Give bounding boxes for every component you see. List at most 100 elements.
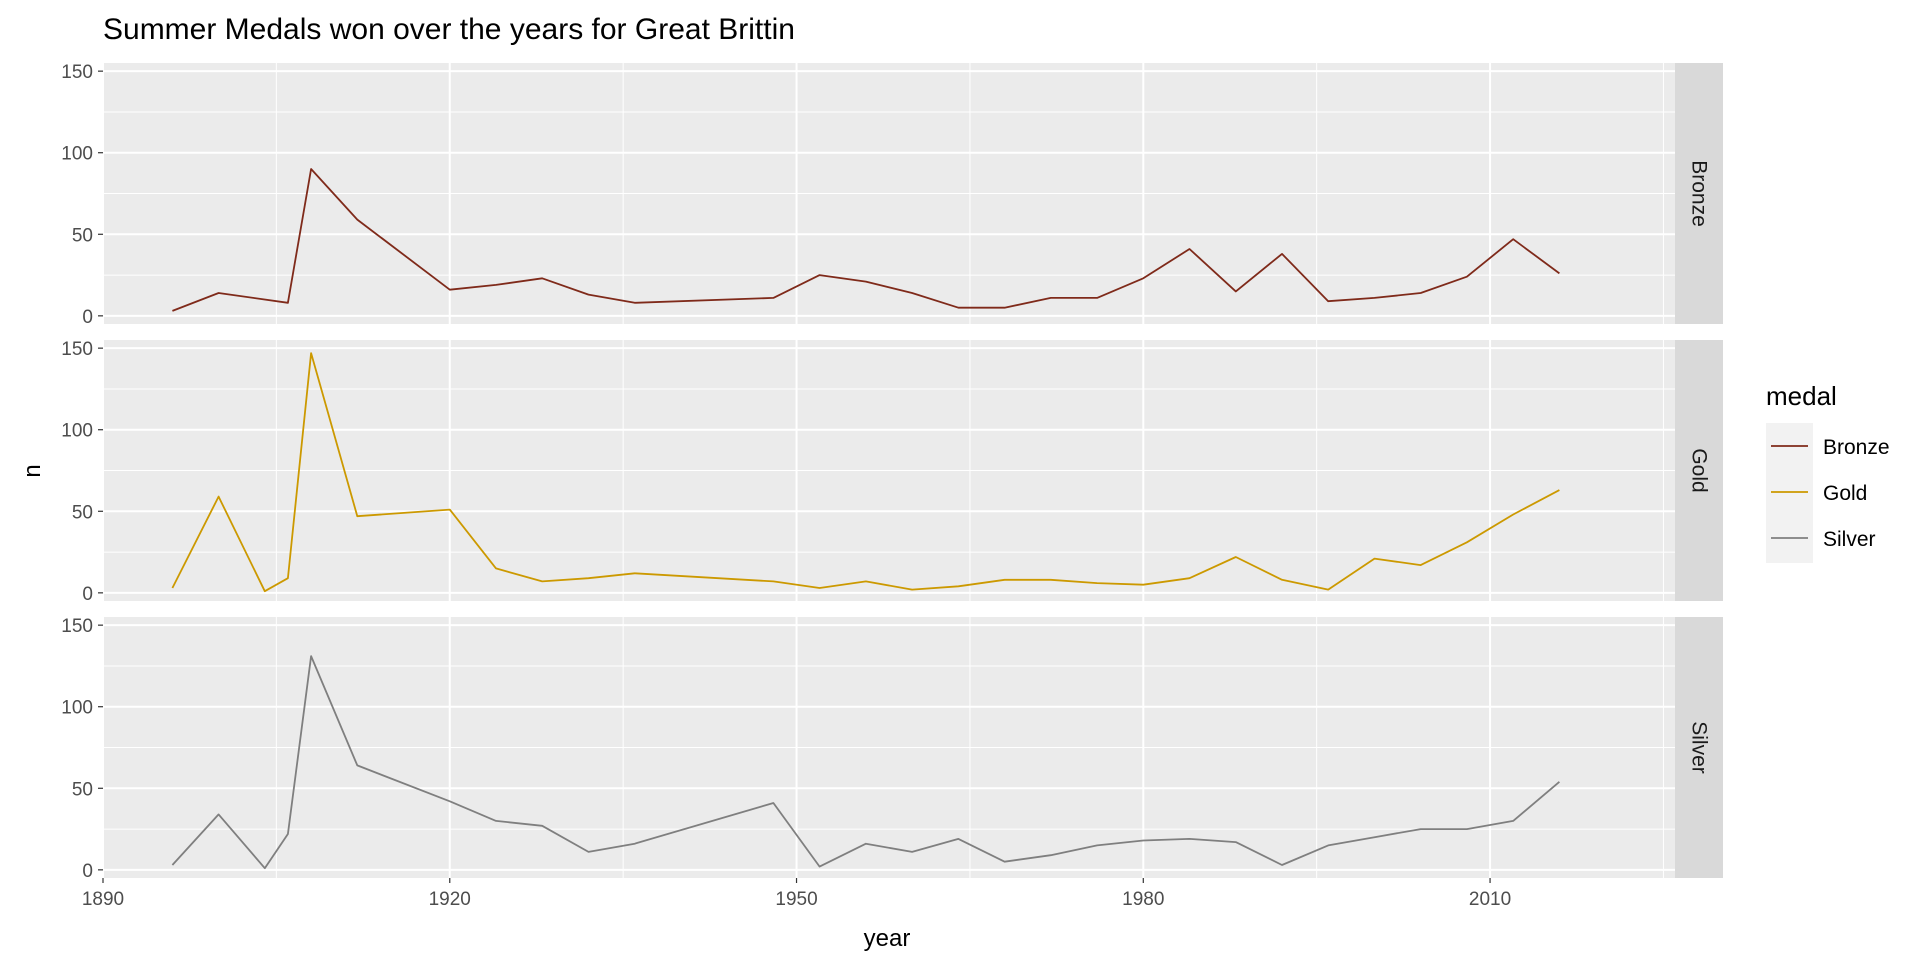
data-point	[1512, 819, 1515, 822]
data-point	[911, 850, 914, 853]
x-axis: 1890 1920 1950 1980 2010	[82, 878, 1511, 910]
facet-strip	[1675, 63, 1723, 324]
data-point	[1465, 828, 1468, 831]
legend-label: Silver	[1823, 528, 1876, 551]
data-point	[217, 292, 220, 295]
data-point	[1373, 557, 1376, 560]
data-point	[818, 865, 821, 868]
data-point	[772, 296, 775, 299]
y-tick-label: 0	[82, 861, 93, 882]
data-point	[1049, 854, 1052, 857]
data-point	[1281, 864, 1284, 867]
x-tick-label: 1920	[429, 889, 471, 910]
data-point	[1373, 296, 1376, 299]
data-point	[1419, 828, 1422, 831]
data-point	[1188, 577, 1191, 580]
data-point	[957, 837, 960, 840]
data-point	[1142, 277, 1145, 280]
series-line-bronze	[172, 168, 1560, 312]
data-point	[772, 802, 775, 805]
data-point	[263, 867, 266, 870]
data-point	[1234, 290, 1237, 293]
data-point	[541, 277, 544, 280]
data-point	[171, 864, 174, 867]
data-point	[1003, 578, 1006, 581]
data-point	[310, 352, 313, 355]
data-point	[1234, 841, 1237, 844]
data-point	[772, 580, 775, 583]
data-point	[541, 824, 544, 827]
data-point	[864, 280, 867, 283]
data-point	[171, 309, 174, 312]
data-point	[957, 585, 960, 588]
data-point	[957, 306, 960, 309]
data-point	[1142, 839, 1145, 842]
data-point	[356, 764, 359, 767]
data-point	[1465, 541, 1468, 544]
data-point	[217, 813, 220, 816]
facet-strip-label: Gold	[1688, 448, 1711, 492]
panel-gold: 0 50 100 150 Gold	[61, 339, 1723, 605]
data-point	[1142, 583, 1145, 586]
data-point	[1373, 836, 1376, 839]
data-point	[1188, 248, 1191, 251]
data-point	[286, 833, 289, 836]
facet-strip	[1675, 617, 1723, 878]
data-point	[1558, 780, 1561, 783]
data-point	[1234, 556, 1237, 559]
y-tick-label: 100	[61, 421, 93, 442]
data-point	[310, 655, 313, 658]
y-tick-label: 150	[61, 616, 93, 637]
y-tick-label: 50	[72, 779, 93, 800]
legend-label: Bronze	[1823, 436, 1890, 459]
data-point	[587, 293, 590, 296]
data-point	[495, 819, 498, 822]
data-point	[1096, 844, 1099, 847]
x-axis-title: year	[864, 925, 911, 952]
data-point	[1281, 252, 1284, 255]
data-point	[495, 567, 498, 570]
data-point	[633, 842, 636, 845]
y-tick-label: 50	[72, 502, 93, 523]
data-point	[864, 842, 867, 845]
data-point	[448, 508, 451, 511]
legend-label: Gold	[1823, 482, 1867, 505]
facet-strip-label: Silver	[1688, 721, 1711, 774]
data-point	[448, 800, 451, 803]
data-point	[1327, 588, 1330, 591]
data-point	[633, 572, 636, 575]
data-point	[1188, 837, 1191, 840]
data-point	[263, 590, 266, 593]
data-point	[1512, 513, 1515, 516]
panel-silver: 0 50 100 150 Silver	[61, 616, 1723, 882]
data-point	[633, 301, 636, 304]
data-point	[1419, 564, 1422, 567]
data-point	[1327, 844, 1330, 847]
data-point	[818, 587, 821, 590]
data-point	[356, 515, 359, 518]
data-point	[1281, 578, 1284, 581]
data-point	[1096, 296, 1099, 299]
data-point	[171, 587, 174, 590]
y-tick-label: 100	[61, 144, 93, 165]
facet-strip-label: Bronze	[1688, 160, 1711, 227]
data-point	[864, 580, 867, 583]
y-tick-label: 150	[61, 339, 93, 360]
data-point	[541, 580, 544, 583]
legend-item-silver: Silver	[1771, 528, 1876, 551]
data-point	[587, 850, 590, 853]
data-point	[1419, 292, 1422, 295]
y-tick-label: 0	[82, 307, 93, 328]
chart-title: Summer Medals won over the years for Gre…	[103, 13, 795, 46]
series-line-gold	[171, 352, 1560, 593]
y-tick-label: 50	[72, 225, 93, 246]
data-point	[356, 218, 359, 221]
y-tick-label: 0	[82, 584, 93, 605]
data-point	[1558, 272, 1561, 275]
data-point	[587, 577, 590, 580]
x-tick-label: 1980	[1122, 889, 1164, 910]
y-axis-title: n	[19, 464, 46, 477]
data-point	[286, 577, 289, 580]
